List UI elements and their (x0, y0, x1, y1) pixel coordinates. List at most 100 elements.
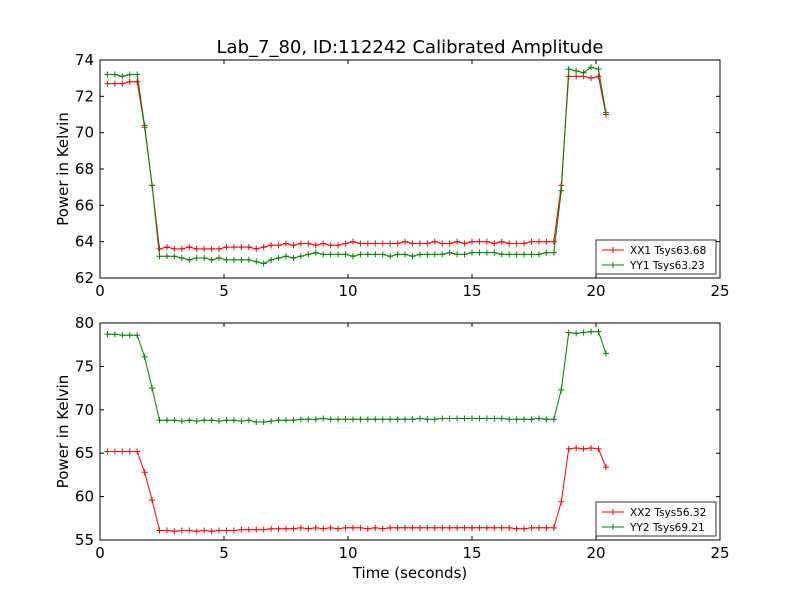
data-point (320, 415, 327, 422)
data-point (290, 255, 297, 262)
data-point (327, 242, 334, 249)
data-point (498, 524, 505, 531)
data-point (342, 524, 349, 531)
data-point (416, 240, 423, 247)
data-point (550, 524, 557, 531)
data-point (409, 240, 416, 247)
data-point (357, 240, 364, 247)
y-tick-label: 74 (75, 51, 94, 69)
data-point (372, 524, 379, 531)
y-tick-label: 80 (75, 314, 94, 332)
y-tick-label: 70 (75, 401, 94, 419)
legend-marker (610, 509, 616, 515)
data-point (521, 416, 528, 423)
data-point (498, 251, 505, 258)
data-point (535, 238, 542, 245)
data-point (156, 417, 163, 424)
data-point (483, 415, 490, 422)
x-tick-label: 20 (586, 544, 605, 562)
data-point (483, 249, 490, 256)
data-point (431, 238, 438, 245)
data-point (171, 528, 178, 535)
data-point (476, 238, 483, 245)
data-point (171, 417, 178, 424)
data-point (387, 524, 394, 531)
data-point (163, 417, 170, 424)
data-point (268, 256, 275, 263)
data-point (156, 245, 163, 252)
data-point (521, 251, 528, 258)
data-point (275, 255, 282, 262)
data-point (454, 415, 461, 422)
data-point (216, 255, 223, 262)
legend-label: YY1 Tsys63.23 (629, 260, 705, 272)
data-point (387, 253, 394, 260)
data-point (446, 249, 453, 256)
data-point (297, 253, 304, 260)
data-point (357, 251, 364, 258)
data-point (253, 526, 260, 533)
plot-panels: 0 5 10 15 20 25 62 64 66 68 70 72 74 Power in Kelvin X… (54, 51, 730, 562)
data-point (320, 525, 327, 532)
data-point (439, 251, 446, 258)
data-point (491, 524, 498, 531)
data-point (543, 238, 550, 245)
data-point (260, 418, 267, 425)
data-point (387, 240, 394, 247)
legend-marker (610, 247, 616, 253)
data-point (156, 527, 163, 534)
data-point (588, 444, 595, 451)
data-point (424, 240, 431, 247)
data-point (178, 418, 185, 425)
data-point (573, 73, 580, 80)
data-point (349, 524, 356, 531)
panel-2: 0 5 10 15 20 25 55 60 65 70 75 80 Power in Kelvin XX2… (54, 314, 730, 562)
data-point (543, 524, 550, 531)
data-point (602, 350, 609, 357)
data-point (461, 240, 468, 247)
data-point (357, 524, 364, 531)
data-point (327, 251, 334, 258)
data-point (208, 256, 215, 263)
data-point (253, 418, 260, 425)
x-tick-label: 15 (462, 544, 481, 562)
data-point (186, 244, 193, 251)
data-point (126, 332, 133, 339)
data-point (193, 245, 200, 252)
data-point (416, 415, 423, 422)
y-tick-label: 70 (75, 124, 94, 142)
data-point (163, 253, 170, 260)
data-point (149, 385, 156, 392)
data-point (416, 251, 423, 258)
x-tick-label: 5 (219, 282, 229, 300)
data-point (223, 244, 230, 251)
data-point (230, 256, 237, 263)
data-point (245, 244, 252, 251)
data-point (521, 240, 528, 247)
data-point (364, 525, 371, 532)
data-point (141, 122, 148, 129)
data-point (409, 524, 416, 531)
data-point (186, 256, 193, 263)
data-point (245, 256, 252, 263)
data-point (268, 525, 275, 532)
data-point (387, 416, 394, 423)
data-point (253, 245, 260, 252)
data-point (469, 238, 475, 245)
data-point (506, 416, 513, 423)
y-tick-label: 65 (75, 444, 94, 462)
data-point (297, 416, 304, 423)
legend-label: XX2 Tsys56.32 (630, 507, 706, 519)
data-point (424, 524, 431, 531)
data-point (178, 245, 185, 252)
data-point (327, 416, 334, 423)
legend: XX1 Tsys63.68 YY1 Tsys63.23 (595, 239, 717, 275)
data-point (223, 256, 230, 263)
data-point (283, 417, 289, 424)
data-point (119, 80, 126, 87)
data-point (111, 71, 118, 78)
data-point (201, 417, 208, 424)
x-tick-label: 10 (338, 282, 357, 300)
data-point (327, 524, 334, 531)
data-point (565, 445, 572, 452)
